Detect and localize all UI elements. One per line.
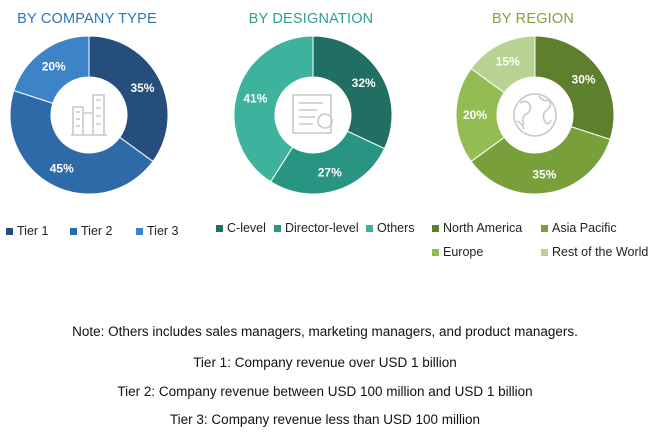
data-label: 15% [496,55,520,69]
legend-label: Others [377,221,415,235]
legend-swatch [274,224,281,232]
note-tier-1: Tier 1: Company revenue over USD 1 billi… [193,355,457,370]
legend-label: C-level [227,221,266,235]
data-label: 27% [318,166,342,180]
chart-title: BY DESIGNATION [248,11,374,27]
data-label: 32% [352,76,376,90]
legend-swatch [432,248,439,256]
donut-charts: 35% 45% 20% 32% 27% 41% 30% 35% 20% 15% [9,35,615,195]
slice-others [233,35,314,183]
data-label: 20% [42,59,66,73]
legend-swatch [541,224,548,232]
note-others: Note: Others includes sales managers, ma… [72,324,578,339]
legend-swatch [541,248,548,256]
legend-label: Rest of the World [552,245,649,259]
slice-north-america [534,35,615,141]
legend-swatch [432,224,439,232]
legend-swatch [216,224,223,232]
legend-label: Tier 3 [147,224,179,238]
legend-item: C-level [216,221,266,235]
data-label: 30% [572,73,596,87]
legend-item: Tier 1 [6,224,49,238]
note-tier-3: Tier 3: Company revenue less than USD 10… [169,412,481,427]
legend-item: Asia Pacific [541,221,617,235]
legend-label: Tier 2 [81,224,113,238]
legend-swatch [136,227,143,235]
legend-item: Rest of the World [541,245,648,259]
legend-label: Tier 1 [17,224,49,238]
slice-tier-3 [13,35,90,104]
legend-item: Tier 3 [136,224,179,238]
legend-label: Europe [443,245,484,259]
legend-item: North America [432,221,522,235]
slice-rest-of-the-world [470,35,536,94]
data-label: 20% [463,108,487,122]
slice-tier-1 [88,35,169,163]
data-label: 45% [50,161,74,175]
legend-item: Europe [432,245,483,259]
chart-title: BY COMPANY TYPE [17,11,157,27]
slice-tier-2 [9,89,154,195]
legend-swatch [6,227,13,235]
buildings-icon [71,94,107,136]
legend-label: Director-level [285,221,359,235]
data-label: 41% [243,91,267,105]
note-tier-2: Tier 2: Company revenue between USD 100 … [117,384,533,399]
legend-label: North America [443,221,523,235]
legend-swatch [366,224,373,232]
legend-item: Tier 2 [70,224,113,238]
legend-item: Director-level [274,221,359,235]
data-label: 35% [532,167,556,181]
legend-label: Asia Pacific [552,221,617,235]
slice-asia-pacific [470,126,611,195]
slice-director-level [269,130,386,195]
globe-icon [513,93,557,137]
legend-item: Others [366,221,415,235]
legend-swatch [70,227,77,235]
certificate-icon [292,94,333,134]
data-label: 35% [130,81,154,95]
chart-title: BY REGION [491,11,575,27]
slice-c-level [312,35,393,150]
